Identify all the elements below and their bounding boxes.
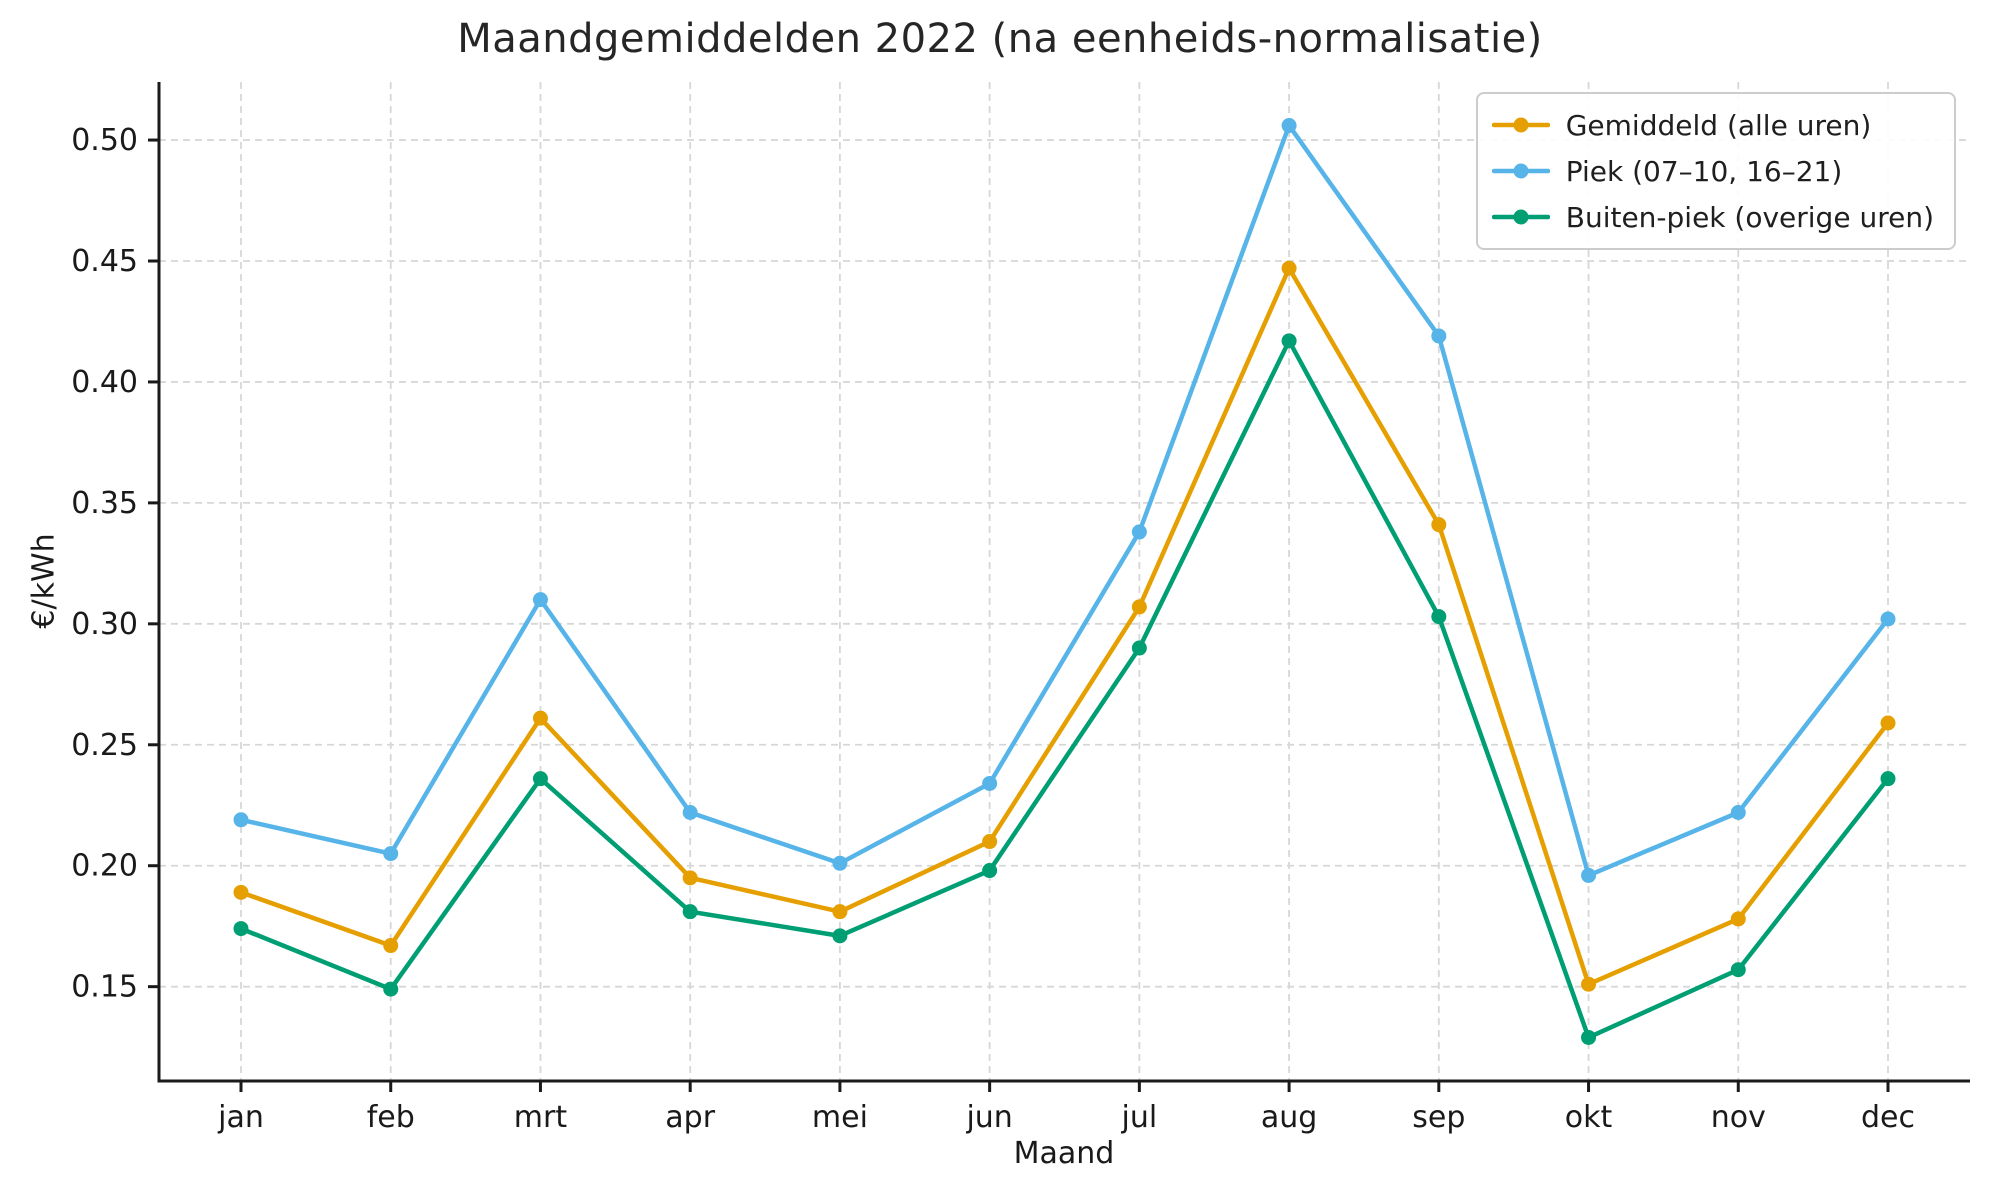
legend-line-marker-icon — [1491, 209, 1550, 225]
legend-item: Buiten-piek (overige uren) — [1491, 196, 1934, 238]
y-tick-label: 0.20 — [71, 849, 138, 884]
data-point — [1281, 118, 1297, 134]
data-point — [1581, 1029, 1597, 1045]
legend-line-marker-icon — [1491, 163, 1550, 179]
y-tick-label: 0.45 — [71, 244, 138, 279]
data-point — [1281, 333, 1297, 349]
data-point — [1431, 609, 1447, 625]
x-tick-label-jun: jun — [965, 1100, 1012, 1135]
data-point — [233, 812, 249, 828]
x-tick-label-jul: jul — [1121, 1100, 1158, 1135]
data-point — [233, 921, 249, 937]
y-tick-label: 0.30 — [71, 607, 138, 642]
legend-label: Buiten-piek (overige uren) — [1565, 200, 1934, 234]
legend: Gemiddeld (alle uren) Piek (07–10, 16–21)… — [1475, 92, 1956, 250]
data-point — [982, 834, 998, 850]
chart-title: Maandgemiddelden 2022 (na eenheids-norma… — [457, 16, 1543, 62]
data-point — [832, 904, 848, 920]
data-point — [1431, 517, 1447, 533]
y-tick-label: 0.35 — [71, 486, 138, 521]
series-line — [238, 266, 1891, 987]
x-tick-label-aug: aug — [1261, 1100, 1317, 1135]
x-tick-label-apr: apr — [665, 1100, 715, 1135]
x-tick-label-nov: nov — [1711, 1100, 1766, 1135]
data-point — [383, 938, 399, 954]
data-point — [1581, 867, 1597, 883]
data-point — [1880, 715, 1896, 731]
legend-item: Gemiddeld (alle uren) — [1491, 104, 1934, 146]
legend-label: Gemiddeld (alle uren) — [1565, 108, 1872, 142]
data-point — [832, 855, 848, 871]
x-tick-label-feb: feb — [367, 1100, 415, 1135]
y-tick-label: 0.40 — [71, 365, 138, 400]
data-point — [982, 863, 998, 879]
data-point — [233, 884, 249, 900]
x-tick-label-mei: mei — [812, 1100, 868, 1135]
data-point — [532, 710, 548, 726]
data-point — [383, 846, 399, 862]
data-point — [682, 870, 698, 886]
data-point — [532, 771, 548, 787]
data-point — [532, 592, 548, 608]
y-tick-label: 0.50 — [71, 123, 138, 158]
data-point — [1131, 599, 1147, 615]
y-tick-label: 0.15 — [71, 970, 138, 1005]
data-point — [1730, 911, 1746, 927]
data-point — [1581, 976, 1597, 992]
x-tick-label-mrt: mrt — [514, 1100, 568, 1135]
series-line — [238, 123, 1891, 878]
legend-label: Piek (07–10, 16–21) — [1565, 154, 1843, 188]
data-point — [682, 904, 698, 920]
legend-line-marker-icon — [1491, 117, 1550, 133]
x-tick-label-okt: okt — [1565, 1100, 1613, 1135]
data-point — [1131, 640, 1147, 656]
x-tick-label-dec: dec — [1861, 1100, 1915, 1135]
data-point — [1131, 524, 1147, 540]
data-point — [1281, 260, 1297, 276]
x-tick-label-jan: jan — [217, 1100, 264, 1135]
y-tick-label: 0.25 — [71, 728, 138, 763]
legend-item: Piek (07–10, 16–21) — [1491, 150, 1934, 192]
data-point — [1431, 328, 1447, 344]
data-point — [1880, 771, 1896, 787]
data-point — [682, 805, 698, 821]
data-point — [1730, 805, 1746, 821]
data-point — [982, 775, 998, 791]
x-tick-label-sep: sep — [1412, 1100, 1465, 1135]
x-axis-label: Maand — [1013, 1136, 1115, 1171]
series-line — [238, 338, 1891, 1040]
data-point — [832, 928, 848, 944]
data-point — [1880, 611, 1896, 627]
data-point — [1730, 962, 1746, 978]
data-point — [383, 981, 399, 997]
